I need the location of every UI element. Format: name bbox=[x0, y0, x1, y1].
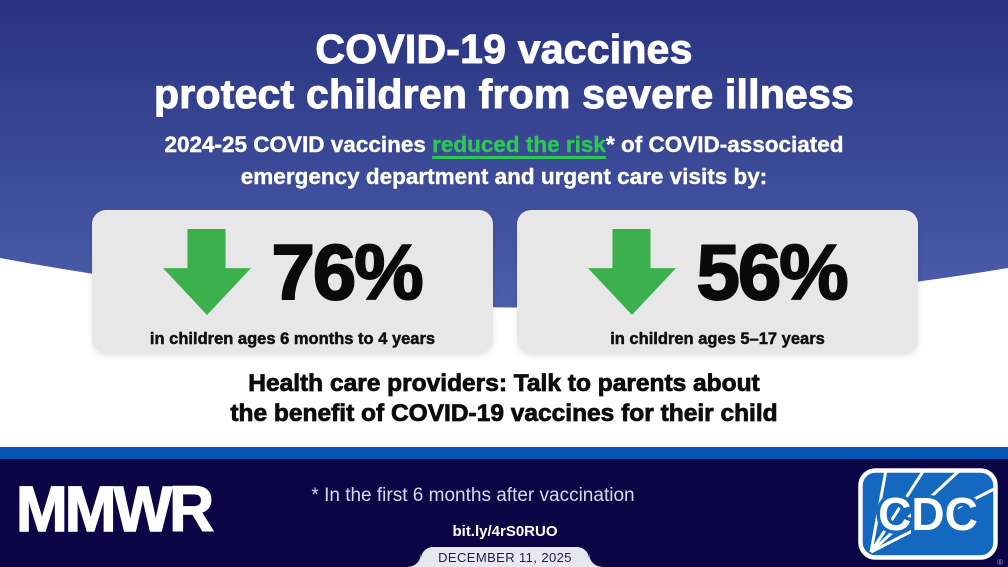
footer-bar: MMWR * In the first 6 months after vacci… bbox=[0, 447, 1008, 567]
footer-accent-stripe bbox=[0, 447, 1008, 459]
stat-card-ages-6mo-4yr: 76% in children ages 6 months to 4 years bbox=[92, 210, 493, 353]
stat-caption: in children ages 5–17 years bbox=[610, 330, 825, 349]
subtitle-suffix: of COVID-associated bbox=[614, 132, 844, 158]
callout-line-1: Health care providers: Talk to parents a… bbox=[248, 370, 760, 398]
date-badge: DECEMBER 11, 2025 bbox=[408, 547, 602, 567]
bitly-link[interactable]: bit.ly/4rS0RUO bbox=[452, 523, 558, 540]
stat-row: 56% bbox=[588, 220, 850, 324]
footnote-asterisk: * bbox=[605, 132, 615, 158]
callout-text: Health care providers: Talk to parents a… bbox=[0, 369, 1008, 429]
hero-subtitle: 2024-25 COVID vaccines reduced the risk*… bbox=[0, 129, 1008, 192]
stat-value: 76% bbox=[270, 228, 424, 316]
cdc-rays bbox=[869, 472, 994, 554]
cdc-logo: CDC bbox=[858, 468, 998, 560]
subtitle-prefix: 2024-25 COVID vaccines bbox=[164, 132, 433, 158]
down-arrow-icon bbox=[163, 229, 252, 315]
title-line-1: COVID-19 vaccines bbox=[315, 26, 693, 72]
cdc-logo-label: CDC bbox=[878, 488, 978, 540]
stat-caption: in children ages 6 months to 4 years bbox=[149, 330, 436, 349]
subtitle-line-2: emergency department and urgent care vis… bbox=[240, 163, 768, 189]
stat-card-ages-5-17yr: 56% in children ages 5–17 years bbox=[517, 210, 918, 353]
hero-section: COVID-19 vaccines protect children from … bbox=[0, 0, 1008, 192]
title-line-2: protect children from severe illness bbox=[154, 71, 855, 118]
stat-row: 76% bbox=[163, 220, 425, 324]
mmwr-logo: MMWR bbox=[15, 473, 215, 545]
page-title: COVID-19 vaccines protect children from … bbox=[0, 26, 1008, 118]
stat-value: 56% bbox=[695, 228, 849, 316]
risk-reduction-highlight: reduced the risk bbox=[432, 132, 606, 158]
registered-trademark-icon: ® bbox=[997, 558, 1003, 567]
callout-line-2: the benefit of COVID-19 vaccines for the… bbox=[230, 399, 778, 427]
down-arrow-icon bbox=[588, 229, 677, 315]
footnote-text: * In the first 6 months after vaccinatio… bbox=[311, 485, 635, 506]
